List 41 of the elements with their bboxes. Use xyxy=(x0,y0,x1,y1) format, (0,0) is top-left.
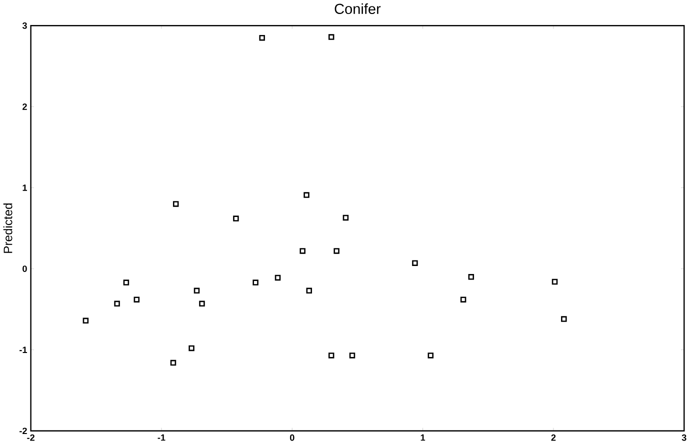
point xyxy=(552,278,558,285)
point xyxy=(460,296,466,302)
y-tick-label: 2 xyxy=(22,103,27,110)
point xyxy=(561,316,567,322)
point xyxy=(328,352,334,358)
point xyxy=(252,280,258,286)
point xyxy=(328,34,334,40)
x-tick-label: -1 xyxy=(158,434,166,441)
point xyxy=(468,274,474,280)
y-tick-label: 3 xyxy=(22,22,27,29)
y-tick-label: -1 xyxy=(20,346,27,353)
point xyxy=(349,352,356,358)
point xyxy=(233,216,239,222)
x-tick-label: 2 xyxy=(551,434,556,441)
point xyxy=(428,352,434,358)
point xyxy=(199,300,205,306)
point xyxy=(342,214,349,220)
point xyxy=(194,288,200,294)
point xyxy=(114,300,120,306)
x-tick-label: 1 xyxy=(420,434,426,441)
point xyxy=(274,274,281,280)
y-axis-title: Predicted xyxy=(3,203,12,253)
point xyxy=(134,296,140,302)
y-tick-label: 0 xyxy=(22,265,27,272)
point xyxy=(300,248,306,254)
x-tick-label: 3 xyxy=(682,434,686,441)
x-tick-label: 0 xyxy=(290,434,294,441)
point xyxy=(306,288,312,294)
point xyxy=(188,345,194,351)
point xyxy=(334,248,340,254)
x-tick-label: -2 xyxy=(27,434,34,441)
chart-title: Conifer xyxy=(334,3,381,14)
point xyxy=(412,260,418,266)
point xyxy=(304,192,310,198)
point xyxy=(172,200,179,207)
point xyxy=(259,34,265,41)
point xyxy=(170,360,176,366)
point xyxy=(82,318,89,324)
y-tick-label: 1 xyxy=(22,184,27,191)
y-tick-label: -2 xyxy=(20,428,27,434)
point xyxy=(123,280,130,286)
